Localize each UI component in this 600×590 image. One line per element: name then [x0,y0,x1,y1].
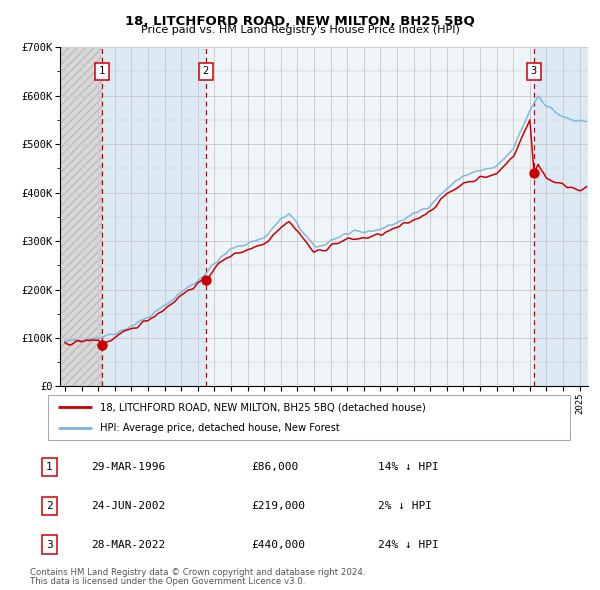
Bar [206,47,534,386]
Text: £440,000: £440,000 [251,540,305,550]
FancyBboxPatch shape [48,395,570,440]
Text: 1: 1 [46,462,53,472]
Text: 2: 2 [46,501,53,511]
Text: 24-JUN-2002: 24-JUN-2002 [91,501,165,511]
Text: 3: 3 [531,67,537,77]
Text: 2% ↓ HPI: 2% ↓ HPI [378,501,432,511]
Text: 14% ↓ HPI: 14% ↓ HPI [378,462,439,472]
Text: Contains HM Land Registry data © Crown copyright and database right 2024.: Contains HM Land Registry data © Crown c… [30,568,365,576]
Text: 18, LITCHFORD ROAD, NEW MILTON, BH25 5BQ: 18, LITCHFORD ROAD, NEW MILTON, BH25 5BQ [125,15,475,28]
Text: This data is licensed under the Open Government Licence v3.0.: This data is licensed under the Open Gov… [30,577,305,586]
Bar [60,47,102,386]
Text: 24% ↓ HPI: 24% ↓ HPI [378,540,439,550]
Text: 1: 1 [99,67,105,77]
Bar [60,47,102,386]
Text: 29-MAR-1996: 29-MAR-1996 [91,462,165,472]
Text: £219,000: £219,000 [251,501,305,511]
Text: Price paid vs. HM Land Registry's House Price Index (HPI): Price paid vs. HM Land Registry's House … [140,25,460,35]
Text: £86,000: £86,000 [251,462,298,472]
Bar [102,47,206,386]
Text: 3: 3 [46,540,53,550]
Bar [534,47,588,386]
Text: 28-MAR-2022: 28-MAR-2022 [91,540,165,550]
Text: 2: 2 [203,67,209,77]
Text: HPI: Average price, detached house, New Forest: HPI: Average price, detached house, New … [100,422,340,432]
Text: 18, LITCHFORD ROAD, NEW MILTON, BH25 5BQ (detached house): 18, LITCHFORD ROAD, NEW MILTON, BH25 5BQ… [100,402,426,412]
